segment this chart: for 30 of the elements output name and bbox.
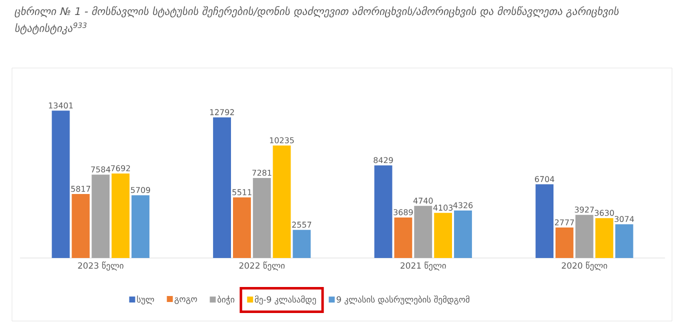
legend-label: ბიჭი: [218, 295, 234, 305]
legend-label: 9 კლასის დასრულების შემდგომ: [336, 295, 470, 305]
x-tick-label: 2022 წელი: [239, 262, 285, 271]
x-tick-label: 2021 წელი: [400, 262, 446, 271]
bar: [213, 117, 231, 258]
bar: [52, 110, 70, 258]
bar: [272, 145, 291, 258]
legend-label: სულ: [137, 296, 154, 305]
bar: [112, 173, 130, 258]
bar: [414, 206, 432, 258]
bar: [536, 184, 554, 258]
bar: [454, 210, 472, 258]
bar: [232, 197, 251, 258]
bar: [374, 165, 392, 258]
bar: [252, 178, 271, 258]
bar: [72, 194, 90, 258]
x-tick-label: 2023 წელი: [78, 262, 124, 271]
bar: [394, 217, 412, 258]
x-tick-label: 2020 წელი: [562, 262, 608, 271]
bar: [555, 227, 574, 258]
legend-label: გოგო: [174, 297, 197, 304]
bar: [132, 195, 150, 258]
bar: [434, 212, 452, 258]
legend-label: მე-9 კლასამდე: [254, 295, 316, 305]
chart-title: ცხრილი № 1 - მოსწავლის სტატუსის შეჩერების/დონის დაძლევით ამორიცხვის/ამორიცხვის და მოსწავლეთა გარიცხვის სტატისტიკა$^{933}$: [14, 6, 619, 34]
bar: [615, 224, 634, 258]
bar: [92, 174, 110, 258]
bar: [292, 230, 311, 258]
bar: [595, 218, 614, 258]
bar: [575, 214, 594, 258]
